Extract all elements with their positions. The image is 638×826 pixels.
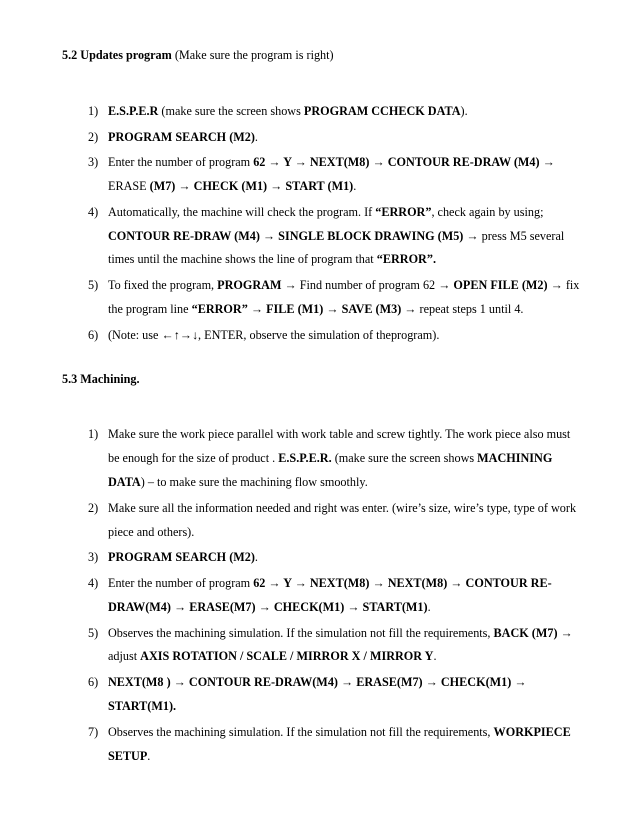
- list-5-2: E.S.P.E.R (make sure the screen shows PR…: [62, 100, 580, 348]
- section-number: 5.2: [62, 48, 77, 62]
- section-heading-5-3: 5.3 Machining.: [62, 368, 580, 392]
- section-title: Updates program: [80, 48, 172, 62]
- list-item: (Note: use ←↑→↓, ENTER, observe the simu…: [88, 324, 580, 348]
- list-item: Make sure the work piece parallel with w…: [88, 423, 580, 494]
- list-item: NEXT(M8 ) → CONTOUR RE-DRAW(M4) → ERASE(…: [88, 671, 580, 719]
- list-item: PROGRAM SEARCH (M2).: [88, 546, 580, 570]
- list-item: Observes the machining simulation. If th…: [88, 622, 580, 670]
- list-item: Observes the machining simulation. If th…: [88, 721, 580, 769]
- section-title: Machining.: [80, 372, 139, 386]
- list-5-3: Make sure the work piece parallel with w…: [62, 423, 580, 768]
- list-item: Enter the number of program 62 → Y → NEX…: [88, 572, 580, 620]
- document-page: 5.2 Updates program (Make sure the progr…: [0, 0, 638, 826]
- section-number: 5.3: [62, 372, 77, 386]
- list-item: Automatically, the machine will check th…: [88, 201, 580, 272]
- list-item: E.S.P.E.R (make sure the screen shows PR…: [88, 100, 580, 124]
- list-item: Make sure all the information needed and…: [88, 497, 580, 545]
- list-item: Enter the number of program 62 → Y → NEX…: [88, 151, 580, 199]
- list-item: To fixed the program, PROGRAM → Find num…: [88, 274, 580, 322]
- list-item: PROGRAM SEARCH (M2).: [88, 126, 580, 150]
- section-paren: (Make sure the program is right): [172, 48, 334, 62]
- section-heading-5-2: 5.2 Updates program (Make sure the progr…: [62, 44, 580, 68]
